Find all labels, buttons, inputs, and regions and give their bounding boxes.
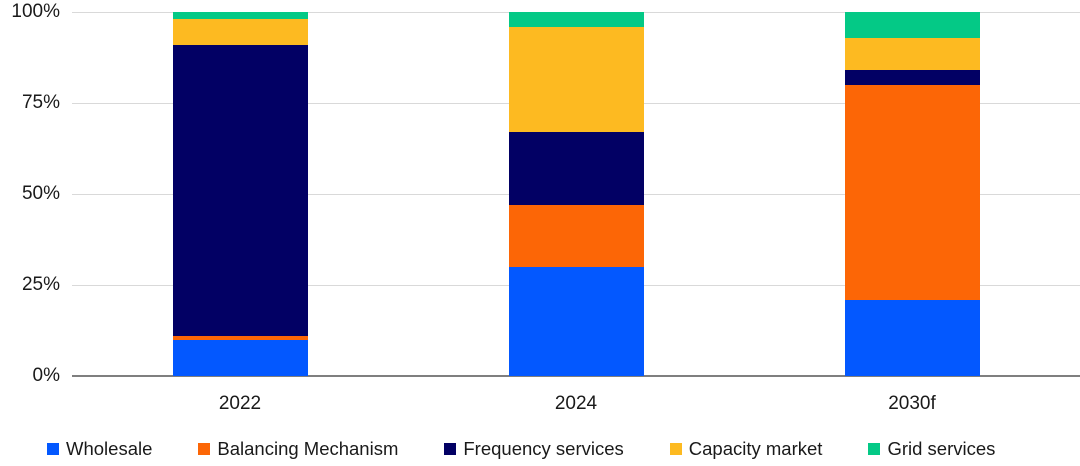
x-axis: 2022 2024 2030f (72, 391, 1080, 417)
segment-grid-services (508, 12, 644, 27)
segment-balancing-mechanism (508, 204, 644, 267)
legend-swatch-icon (47, 443, 59, 455)
x-axis-line (72, 375, 1080, 377)
legend-item-frequency-services: Frequency services (444, 438, 624, 460)
segment-wholesale (508, 266, 644, 376)
legend-label: Balancing Mechanism (217, 438, 399, 459)
legend-label: Frequency services (463, 438, 624, 459)
legend-label: Wholesale (66, 438, 153, 459)
x-tick-label-2024: 2024 (554, 393, 598, 414)
segment-grid-services (844, 12, 980, 38)
segment-frequency-services (508, 132, 644, 205)
segment-capacity-market (508, 26, 644, 133)
segment-capacity-market (172, 19, 308, 45)
legend-item-grid-services: Grid services (868, 438, 995, 460)
legend-label: Grid services (887, 438, 996, 459)
legend-item-balancing-mechanism: Balancing Mechanism (198, 438, 398, 460)
y-tick-label: 75% (21, 92, 60, 113)
y-tick-label: 100% (11, 1, 60, 22)
plot-area (72, 12, 1080, 377)
legend-item-capacity-market: Capacity market (669, 438, 823, 460)
segment-wholesale (172, 339, 308, 376)
legend: Wholesale Balancing Mechanism Frequency se… (47, 437, 995, 461)
x-tick-label-2022: 2022 (218, 393, 262, 414)
legend-swatch-icon (868, 443, 881, 455)
bar-2030f (844, 12, 980, 376)
x-tick-label-2030f: 2030f (888, 393, 936, 414)
y-tick-label: 50% (21, 183, 60, 204)
segment-wholesale (844, 299, 980, 376)
y-tick-label: 0% (32, 365, 60, 386)
legend-swatch-icon (669, 443, 682, 455)
bar-2024 (508, 12, 644, 376)
legend-swatch-icon (444, 443, 457, 455)
y-axis: 0% 25% 50% 75% 100% (0, 0, 60, 390)
segment-balancing-mechanism (172, 335, 308, 340)
segment-balancing-mechanism (844, 84, 980, 300)
segment-capacity-market (844, 37, 980, 71)
legend-label: Capacity market (688, 438, 823, 459)
legend-swatch-icon (198, 443, 211, 455)
segment-frequency-services (844, 70, 980, 85)
legend-item-wholesale: Wholesale (47, 438, 152, 460)
segment-frequency-services (172, 44, 308, 336)
segment-grid-services (172, 12, 308, 20)
y-tick-label: 25% (21, 274, 60, 295)
bar-2022 (172, 12, 308, 376)
